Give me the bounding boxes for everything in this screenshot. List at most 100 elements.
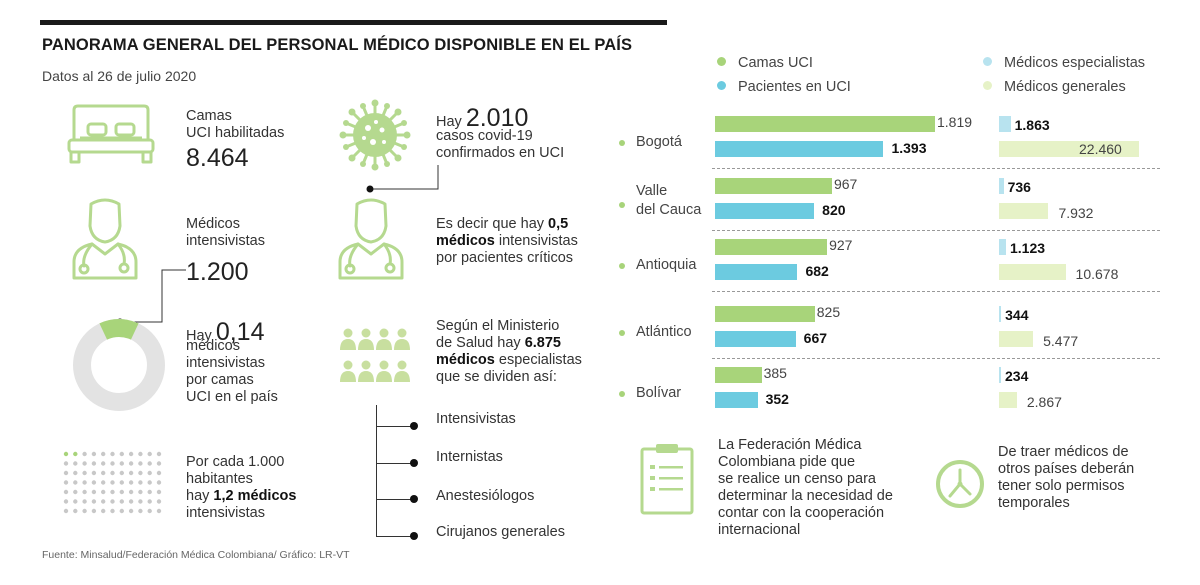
grid-dot [110,499,115,504]
por-mil-line-3: hay 1,2 médicos [186,488,296,505]
grid-dot [73,461,78,466]
grid-dot [138,451,143,457]
ministerio-line-1: Según el Ministerio [436,318,560,334]
bed-icon [67,104,155,164]
value-pacientes-uci: 352 [765,391,789,407]
row-divider [712,168,1160,169]
city-label: Bolívar [636,385,682,401]
grid-dot [91,508,97,514]
grid-dot [119,489,124,495]
value-medicos-generales: 5.477 [1043,333,1079,349]
temporales-line: otros países deberán [998,461,1135,477]
person-icon [358,328,374,350]
city-bullet [619,140,625,146]
camas-label-1: Camas [186,108,232,124]
grid-dot [147,470,152,476]
bar-medicos-especialistas [999,116,1011,132]
value-camas-uci: 927 [829,237,853,253]
camas-value: 8.464 [186,144,249,172]
page-subtitle: Datos al 26 de julio 2020 [42,68,197,84]
legend-camas: Camas UCI [717,55,813,71]
value-camas-uci: 385 [763,365,787,381]
legend-pacientes: Pacientes en UCI [717,79,851,95]
ministerio-rest: especialistas [498,352,582,368]
row-divider [712,230,1160,231]
grid-dot [101,508,106,514]
value-camas-uci: 825 [816,304,841,320]
person-icon [340,328,356,350]
tree-branch-1 [376,426,414,427]
grid-dot [82,499,87,504]
federacion-line: Colombiana pide que [718,454,856,470]
grid-dot [73,470,78,476]
legend-swatch [717,81,726,90]
bar-medicos-especialistas [999,306,1002,322]
grid-dot [128,508,134,514]
es-decir-bold-2: médicos [436,233,495,249]
es-decir-line-1: Es decir que hay 0,5 [436,216,568,233]
grid-dot [82,489,87,495]
ministerio-bold: 6.875 [524,335,561,351]
es-decir-bold: 0,5 [548,216,569,232]
por-mil-line-2: habitantes [186,471,253,487]
grid-dot [73,508,78,514]
por-mil-line-1: Por cada 1.000 [186,454,285,470]
grid-dot [110,461,115,466]
value-medicos-especialistas: 1.123 [1010,240,1046,256]
grid-dot [128,461,134,466]
legend-label: Pacientes en UCI [738,79,851,95]
grid-dot [110,489,115,495]
dot-grid-icon [63,451,162,514]
federacion-line: La Federación Médica [718,437,862,453]
grid-dot [101,461,106,466]
person-icon [394,360,410,382]
tree-dot-4 [410,532,418,540]
legend-especialistas: Médicos especialistas [983,55,1145,71]
bar-camas-uci [715,116,935,132]
covid-line-1: Hay 2.010 [436,104,528,132]
value-medicos-especialistas: 1.863 [1014,117,1050,133]
grid-dot [110,470,115,476]
bar-camas-uci [715,367,762,383]
covid-line-2: casos covid-19 [436,128,533,144]
tree-trunk [376,405,377,537]
covid-line-3: confirmados en UCI [436,145,565,161]
ratio-line-3: intensivistas [186,355,265,371]
bar-pacientes-uci [715,203,815,219]
value-medicos-generales: 7.932 [1058,205,1094,221]
person-icon [376,328,392,350]
grid-dot [91,489,97,495]
tree-branch-4 [376,536,414,537]
row-divider [712,291,1160,292]
value-pacientes-uci: 682 [805,263,829,279]
grid-dot [147,508,152,514]
ministerio-pre: de Salud hay [436,335,521,351]
ring-highlight [99,319,139,340]
federacion-line: contar con la cooperación [718,505,885,521]
grid-dot [63,480,69,485]
people-group-icon [340,328,410,382]
doctor-icon [72,198,138,280]
por-mil-bold: 1,2 médicos [213,488,297,504]
grid-dot [101,480,106,485]
covid-pre: Hay [436,114,462,130]
grid-dot [119,480,124,485]
especialista-item: Anestesiólogos [436,488,535,504]
value-pacientes-uci: 1.393 [891,140,927,156]
legend-swatch [717,57,726,66]
city-label: Antioquia [636,257,697,273]
legend-swatch [983,81,992,90]
grid-dot [147,480,152,485]
grid-dot [82,480,87,485]
especialista-item: Internistas [436,449,503,465]
bar-medicos-especialistas [999,239,1006,255]
grid-dot [82,461,87,466]
grid-dot [82,508,87,514]
grid-dot [82,451,87,457]
grid-dot [101,489,106,495]
city-label: Valle [636,183,668,199]
grid-dot [73,480,78,485]
grid-dot [128,470,134,476]
grid-dot [101,470,106,476]
legend-swatch [983,57,992,66]
